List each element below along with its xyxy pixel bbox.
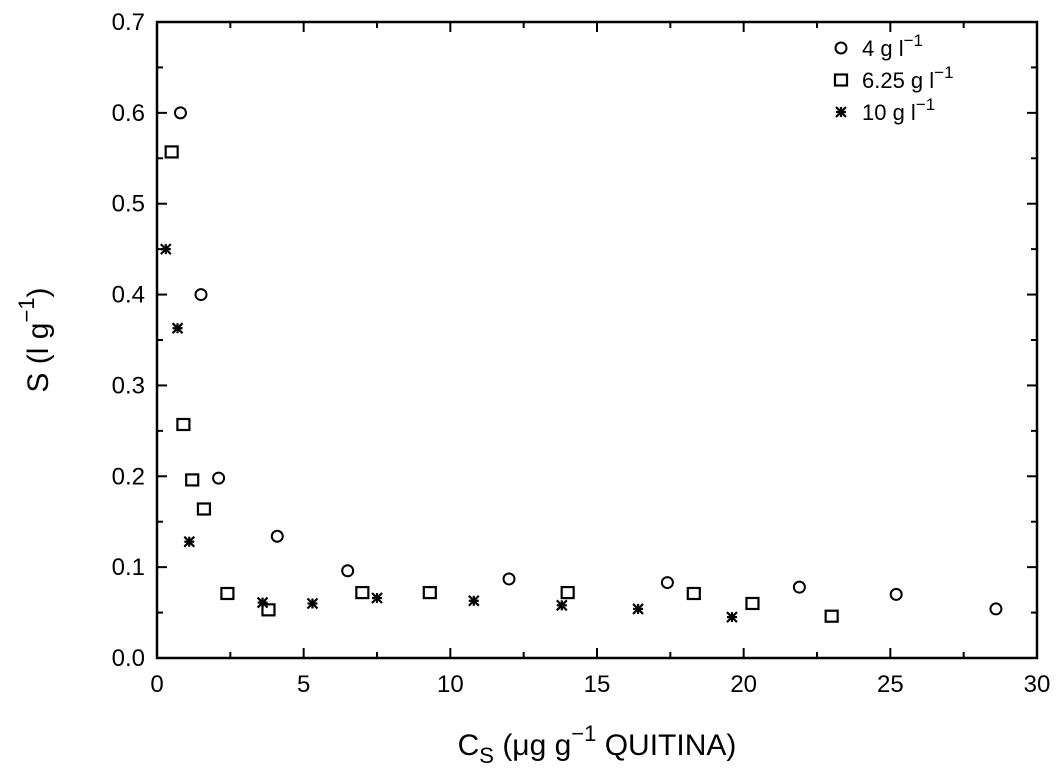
data-point-square — [185, 473, 200, 487]
y-tick-label: 0.0 — [112, 645, 145, 672]
data-point-asterisk — [632, 603, 644, 615]
legend-label-3-sup: −1 — [916, 95, 935, 114]
data-point-asterisk — [306, 597, 319, 610]
x-axis-title-pre: (μg g — [502, 729, 571, 762]
y-tick-label: 0.1 — [112, 554, 145, 581]
data-point-circle — [270, 529, 284, 543]
y-axis-title-pre: S (l g — [22, 323, 55, 393]
y-tick-label: 0.6 — [112, 100, 145, 127]
y-tick-label: 0.2 — [112, 463, 145, 490]
data-point-square — [196, 502, 212, 516]
data-point-square — [164, 145, 179, 159]
data-point-circle — [989, 602, 1003, 616]
axis-tick-labels: 0 5 10 15 20 25 30 0.0 0.1 0.2 0.3 0.4 0.5 0.6 0.7 — [112, 9, 1051, 698]
data-point-asterisk — [371, 592, 383, 604]
data-point-circle — [341, 564, 355, 578]
data-point-square — [824, 609, 839, 623]
x-tick-label: 0 — [150, 671, 163, 698]
legend-marker-square — [833, 73, 849, 87]
x-axis-title-post: QUITINA) — [596, 729, 736, 762]
data-point-asterisk — [256, 596, 269, 609]
data-point-circle — [792, 580, 806, 594]
data-point-square — [422, 585, 437, 600]
legend-label-1-sup: −1 — [904, 31, 923, 50]
data-point-asterisk — [726, 611, 738, 623]
legend-marker-circle — [834, 41, 848, 55]
data-point-square — [745, 596, 760, 611]
x-tick-label: 5 — [297, 671, 310, 698]
legend-label-3: 10 g l−1 — [862, 95, 935, 125]
x-tick-label: 30 — [1024, 671, 1051, 698]
legend-label-2-sup: −1 — [934, 63, 953, 82]
data-point-asterisk — [468, 594, 480, 607]
data-point-circle — [194, 288, 208, 302]
data-point-circle — [173, 106, 187, 120]
legend-symbol-square — [833, 73, 849, 87]
x-axis-title-base: C — [458, 729, 480, 762]
data-point-asterisk — [556, 599, 568, 612]
y-tick-label: 0.5 — [112, 191, 145, 218]
data-point-asterisk — [183, 535, 196, 548]
data-point-circle — [502, 572, 516, 586]
y-tick-label: 0.7 — [112, 9, 145, 36]
data-point-square — [686, 586, 701, 601]
legend-item-1: 4 g l−1 — [834, 31, 923, 61]
y-axis-title: S (l g−1) — [14, 287, 55, 392]
legend-label-2: 6.25 g l−1 — [862, 63, 954, 93]
y-axis-title-post: ) — [22, 287, 55, 297]
legend-label-3-text: 10 g l — [862, 100, 916, 125]
legend: 4 g l−1 6.25 g l−1 10 g l−1 — [833, 31, 954, 125]
legend-label-1: 4 g l−1 — [862, 31, 923, 61]
data-points — [160, 106, 1003, 623]
data-point-asterisk — [171, 322, 184, 334]
data-point-circle — [660, 576, 674, 590]
x-axis-title-sup: −1 — [571, 721, 596, 746]
x-tick-label: 10 — [437, 671, 464, 698]
y-tick-label: 0.4 — [112, 282, 145, 309]
legend-label-2-text: 6.25 g l — [862, 68, 934, 93]
legend-marker-asterisk — [835, 106, 847, 118]
y-tick-label: 0.3 — [112, 372, 145, 399]
legend-symbol-circle — [834, 41, 848, 55]
x-axis-title-sub: S — [479, 743, 494, 768]
x-axis-title: CS (μg g−1 QUITINA) — [458, 721, 737, 768]
legend-item-3: 10 g l−1 — [835, 95, 935, 125]
data-point-square — [261, 603, 276, 617]
legend-label-1-text: 4 g l — [862, 36, 904, 61]
data-point-square — [176, 417, 191, 432]
axis-ticks — [156, 21, 1038, 659]
data-point-asterisk — [160, 243, 172, 255]
x-tick-label: 20 — [730, 671, 757, 698]
data-point-square — [560, 585, 575, 600]
data-point-square — [220, 586, 235, 601]
data-point-square — [355, 585, 370, 600]
x-tick-label: 25 — [877, 671, 904, 698]
x-tick-label: 15 — [584, 671, 611, 698]
data-point-circle — [889, 587, 903, 601]
y-axis-title-sup: −1 — [14, 297, 39, 322]
legend-symbol-asterisk — [835, 106, 847, 118]
data-point-circle — [212, 471, 226, 485]
legend-item-2: 6.25 g l−1 — [833, 63, 954, 93]
